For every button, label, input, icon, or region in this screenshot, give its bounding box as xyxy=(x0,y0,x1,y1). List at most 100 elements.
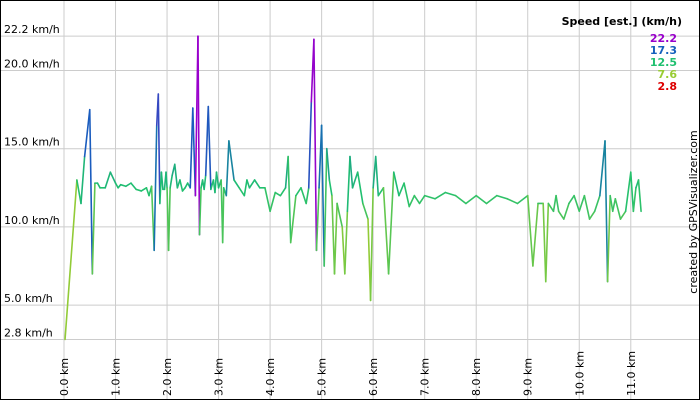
speed-segment-0-82 xyxy=(323,147,328,267)
speed-segment-0-72 xyxy=(289,194,297,244)
speed-segment-0-102 xyxy=(392,171,400,197)
speed-segment-0-142 xyxy=(629,171,635,213)
speed-segment-0-91 xyxy=(349,155,354,189)
speed-segment-0-130 xyxy=(578,194,586,213)
speed-series xyxy=(64,35,642,341)
x-tick-label-2: 2.0 km xyxy=(161,358,174,396)
speed-segment-0-9 xyxy=(104,171,112,189)
speed-segment-0-31 xyxy=(169,174,174,189)
speed-segment-0-93 xyxy=(356,171,364,205)
speed-segment-0-104 xyxy=(403,182,411,208)
legend-entry-0: 22.2 xyxy=(650,32,677,45)
speed-segment-0-81 xyxy=(320,124,326,267)
speed-segment-0-16 xyxy=(135,188,143,192)
speed-segment-0-60 xyxy=(238,187,246,197)
speed-segment-0-15 xyxy=(130,182,137,191)
speed-segment-0-136 xyxy=(606,194,611,283)
speed-segment-0-100 xyxy=(382,187,390,275)
speed-legend: Speed [est.] (km/h) 22.217.312.57.62.8 xyxy=(562,15,682,93)
speed-segment-0-62 xyxy=(246,179,251,189)
speed-segment-0-67 xyxy=(269,191,277,213)
speed-segment-0-129 xyxy=(573,194,581,213)
speed-segment-0-86 xyxy=(333,202,338,275)
speed-segment-0-83 xyxy=(325,147,331,181)
speed-segment-0-145 xyxy=(637,179,642,213)
y-tick-label-1: 5.0 km/h xyxy=(4,292,53,305)
x-tick-label-9: 9.0 km xyxy=(522,358,535,396)
speed-segment-0-107 xyxy=(418,194,426,205)
legend-entry-1: 17.3 xyxy=(650,44,677,57)
x-tick-label-8: 8.0 km xyxy=(470,358,483,396)
speed-segment-0-141 xyxy=(624,171,632,213)
speed-segment-0-110 xyxy=(444,191,457,197)
speed-segment-0-85 xyxy=(331,194,336,275)
speed-segment-0-52 xyxy=(215,171,220,189)
x-tick-label-7: 7.0 km xyxy=(419,358,432,396)
speed-segment-0-135 xyxy=(604,140,609,283)
speed-segment-0-143 xyxy=(632,187,637,213)
speed-segment-0-115 xyxy=(496,194,508,200)
speed-segment-0-5 xyxy=(91,182,96,275)
speed-segment-0-35 xyxy=(179,179,184,192)
x-tick-label-10: 10.0 km xyxy=(573,351,586,396)
speed-segment-0-33 xyxy=(173,163,179,189)
speed-segment-0-73 xyxy=(295,187,302,197)
speed-segment-0-126 xyxy=(557,210,565,220)
legend-entry-2: 12.5 xyxy=(650,56,677,69)
speed-segment-0-25 xyxy=(160,171,164,191)
speed-segment-0-89 xyxy=(344,210,349,275)
speed-segment-0-133 xyxy=(593,194,601,213)
speed-segment-0-123 xyxy=(547,202,555,213)
speed-segment-0-109 xyxy=(434,191,447,200)
speed-segment-0-92 xyxy=(351,171,359,189)
x-tick-label-0: 0.0 km xyxy=(58,358,71,396)
speed-segment-0-134 xyxy=(599,140,606,197)
speed-segment-0-94 xyxy=(362,202,369,220)
speed-segment-0-74 xyxy=(300,187,307,205)
speed-segment-0-21 xyxy=(153,124,158,252)
speed-segment-0-132 xyxy=(588,210,596,220)
speed-segment-0-103 xyxy=(398,182,405,197)
speed-segment-0-116 xyxy=(506,197,519,205)
speed-segment-0-66 xyxy=(264,187,271,213)
x-tick-label-1: 1.0 km xyxy=(110,358,123,396)
speed-segment-0-117 xyxy=(516,194,529,205)
y-tick-label-5: 22.2 km/h xyxy=(4,23,60,36)
credit-text: created by GPSVisualizer.com xyxy=(687,130,700,293)
speed-segment-0-105 xyxy=(408,194,416,208)
speed-segment-0-124 xyxy=(552,194,557,213)
speed-segment-0-4 xyxy=(88,108,94,275)
speed-segment-0-96 xyxy=(369,187,374,302)
speed-segment-0-137 xyxy=(609,194,614,213)
speed-segment-0-17 xyxy=(140,187,148,192)
x-tick-label-6: 6.0 km xyxy=(367,358,380,396)
speed-segment-0-118 xyxy=(526,194,534,267)
x-tick-label-4: 4.0 km xyxy=(264,358,277,396)
speed-segment-0-90 xyxy=(346,155,351,213)
speed-segment-0-23 xyxy=(157,93,161,205)
speed-segment-0-68 xyxy=(274,191,282,197)
speed-segment-0-3 xyxy=(83,108,91,158)
speed-segment-0-30 xyxy=(167,187,171,252)
speed-segment-0-55 xyxy=(221,187,225,244)
speed-segment-0-28 xyxy=(165,171,168,189)
speed-segment-0-75 xyxy=(305,187,310,205)
speed-segment-0-11 xyxy=(114,182,119,189)
speed-segment-0-42 xyxy=(197,35,201,236)
speed-segment-0-48 xyxy=(207,105,212,191)
speed-segment-0-69 xyxy=(279,187,287,197)
y-tick-label-2: 10.0 km/h xyxy=(4,214,60,227)
x-tick-label-5: 5.0 km xyxy=(316,358,329,396)
speed-segment-0-119 xyxy=(532,202,539,267)
speed-segment-0-87 xyxy=(336,202,344,228)
y-tick-label-4: 20.0 km/h xyxy=(4,58,60,71)
speed-segment-0-84 xyxy=(328,179,333,197)
y-tick-label-0: 2.8 km/h xyxy=(4,326,53,339)
speed-segment-0-14 xyxy=(125,182,132,188)
x-axis-tick-labels: 0.0 km 1.0 km 2.0 km 3.0 km 4.0 km 5.0 km 6.0 … xyxy=(58,351,638,396)
speed-segment-0-57 xyxy=(225,140,230,197)
speed-segment-0-1 xyxy=(76,179,82,205)
